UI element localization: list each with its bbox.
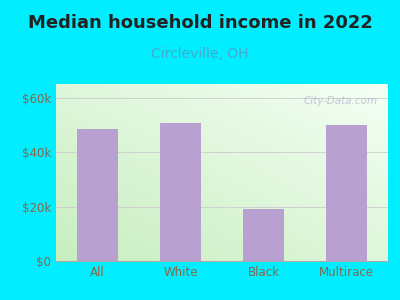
Bar bbox=[160, 124, 201, 261]
Bar bbox=[77, 129, 118, 261]
Text: Median household income in 2022: Median household income in 2022 bbox=[28, 14, 372, 32]
Bar bbox=[326, 125, 367, 261]
Text: Circleville, OH: Circleville, OH bbox=[151, 46, 249, 61]
Bar bbox=[243, 209, 284, 261]
Text: City-Data.com: City-Data.com bbox=[304, 96, 378, 106]
